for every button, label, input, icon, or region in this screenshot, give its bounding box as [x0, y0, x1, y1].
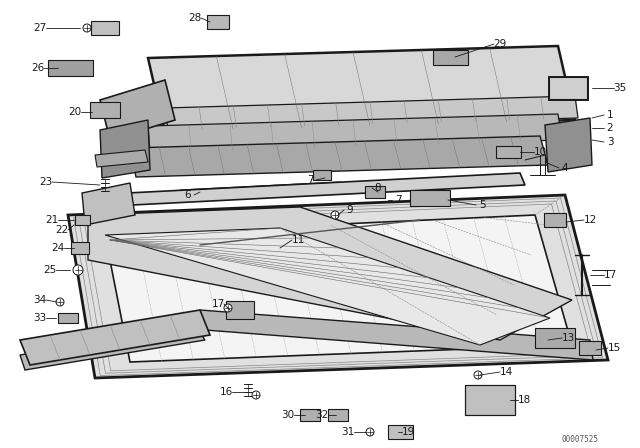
Text: 16: 16 — [220, 387, 232, 397]
Text: 17: 17 — [604, 270, 616, 280]
Bar — [579, 341, 601, 355]
Text: 33: 33 — [33, 313, 47, 323]
Text: 1: 1 — [607, 110, 613, 120]
Circle shape — [224, 304, 232, 312]
Polygon shape — [130, 136, 548, 177]
Circle shape — [366, 428, 374, 436]
Circle shape — [252, 391, 260, 399]
Text: 18: 18 — [517, 395, 531, 405]
Bar — [71, 242, 89, 254]
Text: 20: 20 — [68, 107, 81, 117]
Bar — [465, 385, 515, 415]
Text: 3: 3 — [607, 137, 613, 147]
Text: 15: 15 — [607, 343, 621, 353]
Text: 24: 24 — [51, 243, 65, 253]
Text: 27: 27 — [33, 23, 47, 33]
Text: 00007525: 00007525 — [561, 435, 598, 444]
Polygon shape — [105, 228, 550, 345]
Text: 29: 29 — [493, 39, 507, 49]
Text: 5: 5 — [479, 200, 485, 210]
Bar — [535, 328, 575, 348]
Bar — [544, 213, 566, 227]
Bar — [207, 15, 229, 29]
Text: 17: 17 — [211, 299, 225, 309]
Text: 7: 7 — [307, 175, 314, 185]
Circle shape — [474, 371, 482, 379]
Bar — [433, 51, 467, 65]
Bar — [313, 170, 331, 180]
Text: 21: 21 — [45, 215, 59, 225]
Circle shape — [73, 265, 83, 275]
Text: 19: 19 — [401, 427, 415, 437]
Bar — [58, 313, 78, 323]
Bar — [47, 60, 93, 76]
Polygon shape — [165, 96, 578, 130]
Text: 34: 34 — [33, 295, 47, 305]
Text: 35: 35 — [613, 83, 627, 93]
Text: 6: 6 — [185, 190, 191, 200]
Text: 12: 12 — [584, 215, 596, 225]
Text: 23: 23 — [40, 177, 52, 187]
Bar — [91, 21, 119, 35]
Bar — [74, 215, 90, 225]
Text: 4: 4 — [562, 163, 568, 173]
Polygon shape — [20, 310, 210, 365]
Bar — [365, 186, 385, 198]
Circle shape — [56, 298, 64, 306]
Circle shape — [83, 24, 91, 32]
Polygon shape — [105, 215, 572, 362]
Bar — [495, 146, 520, 158]
Polygon shape — [200, 310, 593, 360]
Text: 11: 11 — [291, 235, 305, 245]
Polygon shape — [100, 120, 150, 178]
Text: 31: 31 — [341, 427, 355, 437]
Text: 14: 14 — [499, 367, 513, 377]
Text: 2: 2 — [607, 123, 613, 133]
Bar — [226, 301, 254, 319]
Polygon shape — [20, 325, 205, 370]
Bar — [387, 425, 413, 439]
Bar — [300, 409, 320, 421]
Text: 9: 9 — [347, 205, 353, 215]
Polygon shape — [82, 183, 135, 225]
Text: 7: 7 — [395, 195, 401, 205]
Text: 10: 10 — [533, 147, 547, 157]
Bar — [549, 77, 587, 99]
Bar — [328, 409, 348, 421]
Bar — [410, 190, 450, 206]
Polygon shape — [88, 173, 525, 207]
Polygon shape — [88, 207, 572, 340]
Polygon shape — [545, 118, 592, 172]
Polygon shape — [148, 46, 575, 132]
Polygon shape — [100, 80, 175, 140]
Text: 25: 25 — [44, 265, 56, 275]
Text: 28: 28 — [188, 13, 202, 23]
Text: 13: 13 — [561, 333, 575, 343]
Text: 8: 8 — [374, 183, 381, 193]
Text: 32: 32 — [316, 410, 328, 420]
Polygon shape — [148, 114, 562, 152]
Polygon shape — [95, 150, 148, 167]
Circle shape — [331, 211, 339, 219]
Text: 30: 30 — [282, 410, 294, 420]
Text: 22: 22 — [56, 225, 68, 235]
Bar — [90, 102, 120, 118]
Text: 26: 26 — [31, 63, 45, 73]
Polygon shape — [68, 195, 608, 378]
